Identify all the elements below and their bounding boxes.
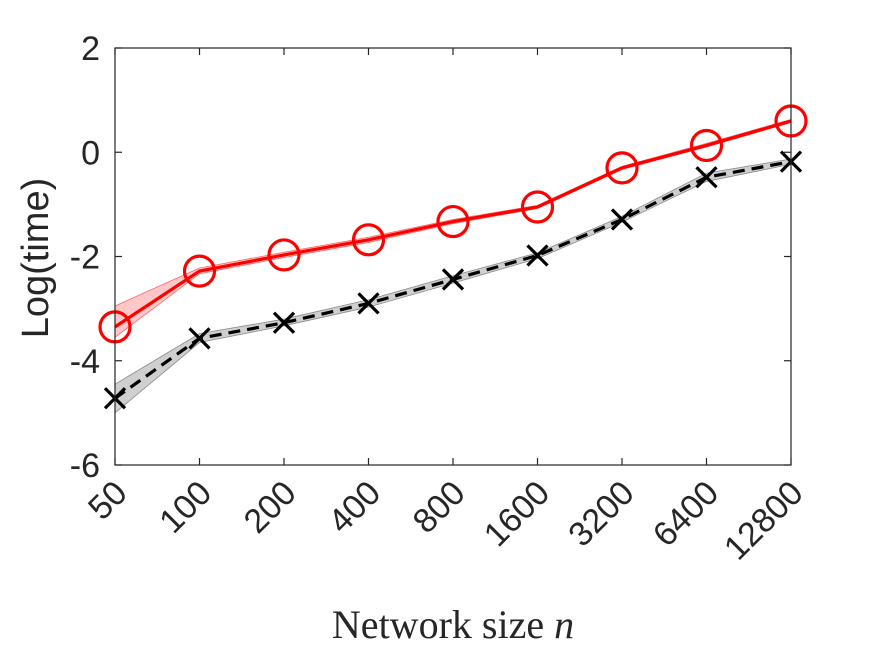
series-2-point [272, 311, 296, 334]
series-2-band [114, 158, 792, 414]
x-tick-label: 800 [406, 474, 473, 541]
y-tick-label: -6 [70, 447, 100, 485]
series-bands [114, 118, 792, 414]
x-axis-label-text: Network size [332, 602, 544, 647]
x-tick-label: 100 [152, 474, 219, 541]
y-tick-labels: 2 0 -2 -4 -6 [70, 30, 100, 485]
series-2-point [610, 208, 634, 231]
y-axis-label-text: Log(time) [15, 178, 57, 339]
series-markers [98, 104, 808, 410]
series-1-line [114, 119, 792, 329]
x-tick-label: 3200 [561, 474, 641, 554]
x-tick-label: 1600 [477, 474, 557, 554]
series-2-point [441, 268, 465, 291]
y-tick-label: -4 [70, 343, 100, 381]
series-2-point [357, 292, 380, 315]
series-1-point [267, 238, 301, 272]
x-tick-label: 200 [237, 474, 304, 541]
series-1-point [182, 254, 217, 288]
y-tick-label: 0 [81, 134, 100, 172]
series-lines [114, 119, 792, 400]
series-1-band [114, 118, 792, 339]
plot-frame [114, 47, 792, 466]
y-tick-label: 2 [81, 30, 100, 68]
x-tick-label: 6400 [646, 474, 726, 554]
series-2-point [526, 244, 549, 267]
x-tick-label: 400 [321, 474, 388, 541]
x-axis-label: Network size n [332, 602, 574, 647]
series-1-point [436, 204, 470, 239]
axis-ticks [114, 47, 792, 466]
y-axis-label: Log(time) [15, 178, 57, 339]
series-1-point [605, 151, 639, 185]
series-1-point [520, 190, 555, 224]
series-1-point [351, 223, 386, 257]
series-1-point [689, 128, 724, 163]
series-2-point [695, 166, 718, 189]
series-2-point [188, 327, 211, 350]
x-axis-label-variable: n [554, 602, 574, 647]
x-tick-label: 12800 [717, 474, 811, 568]
y-tick-label: -2 [70, 239, 100, 277]
